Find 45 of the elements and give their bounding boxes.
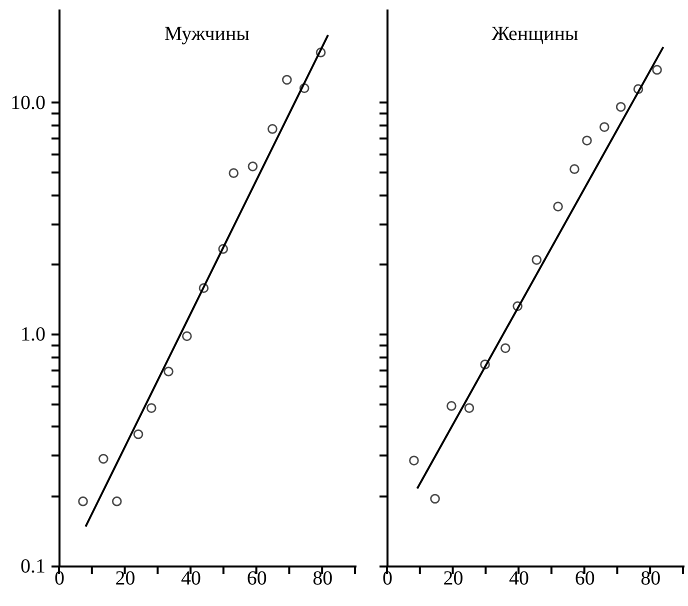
x-tick-label: 40 [509, 568, 530, 590]
x-tick-label: 40 [181, 568, 202, 590]
point [616, 102, 626, 112]
point [652, 64, 662, 75]
x-tick-label: 60 [574, 568, 595, 590]
point [409, 456, 419, 466]
point [78, 496, 88, 506]
point [430, 494, 440, 504]
point [282, 74, 292, 85]
text: Женщины [492, 23, 578, 45]
point [599, 122, 610, 132]
point [182, 331, 192, 342]
point [98, 454, 108, 464]
point [164, 366, 174, 376]
x-tick-label: 60 [246, 568, 267, 590]
point [500, 343, 510, 354]
y-tick-label: 0.1 [20, 556, 46, 578]
point [464, 403, 474, 413]
point [248, 161, 258, 172]
point [553, 202, 563, 212]
point [268, 124, 278, 134]
x-tick-label: 20 [443, 568, 464, 590]
point [633, 84, 644, 94]
y-tick-label: 10.0 [10, 92, 46, 114]
point [532, 254, 542, 265]
point [133, 429, 144, 440]
point [582, 136, 592, 146]
point [146, 403, 156, 413]
x-tick-label: 20 [115, 568, 136, 590]
x-tick-label: 80 [312, 568, 333, 590]
point [299, 83, 310, 94]
point [512, 301, 522, 312]
point [112, 496, 122, 506]
point [228, 168, 239, 178]
text: Мужчины [164, 23, 250, 45]
x-tick-label: 0 [382, 568, 392, 590]
y-tick-label: 1.0 [20, 324, 46, 346]
point [218, 244, 228, 254]
point [570, 164, 580, 174]
x-tick-label: 80 [640, 568, 661, 590]
point [198, 283, 209, 293]
point [316, 48, 326, 58]
point [446, 401, 456, 411]
point [480, 360, 490, 370]
x-tick-label: 0 [54, 568, 64, 590]
